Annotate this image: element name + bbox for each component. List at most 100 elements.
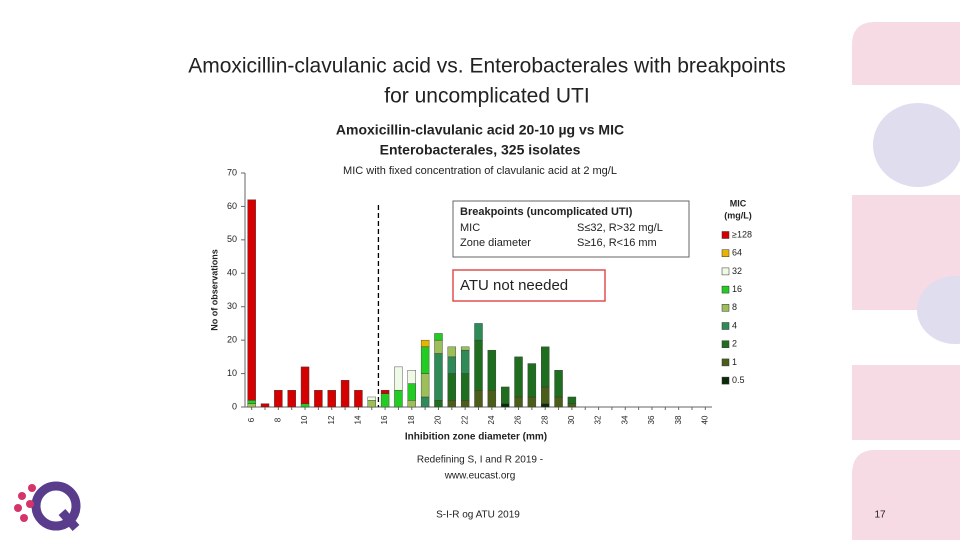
- annotation-frame: [452, 269, 606, 302]
- legend-label: 8: [732, 302, 737, 312]
- bar-segment: [327, 390, 336, 408]
- bar-segment: [420, 396, 430, 408]
- annotation-text: Zone diameter: [460, 237, 531, 249]
- source: www.eucast.org: [444, 471, 516, 482]
- bar-segment: [447, 356, 457, 374]
- legend-swatch: [721, 231, 730, 239]
- legend-swatch: [721, 249, 730, 257]
- legend-label: 16: [732, 284, 742, 294]
- annotation-title: Breakpoints (uncomplicated UTI): [460, 206, 633, 218]
- bar-segment: [474, 323, 483, 341]
- bar-segment: [567, 403, 577, 408]
- bar-segment: [434, 353, 443, 401]
- logo-dot: [18, 492, 26, 500]
- bar-segment: [514, 396, 523, 408]
- legend-label: 32: [732, 266, 742, 276]
- deco-pink: [852, 22, 960, 85]
- source: Redefining S, I and R 2019 -: [417, 455, 543, 466]
- bar-segment: [300, 403, 310, 408]
- x-axis-label: Inhibition zone diameter (mm): [405, 432, 547, 443]
- legend-label: ≥128: [732, 229, 752, 239]
- bar-segment: [247, 403, 256, 408]
- logo-ring: [31, 481, 81, 531]
- chart-subtitle: MIC with fixed concentration of clavulan…: [343, 165, 617, 177]
- bar-segment: [487, 349, 497, 391]
- bar-segment: [407, 370, 416, 384]
- bar-segment: [274, 390, 283, 408]
- bar-segment: [380, 393, 390, 408]
- y-tick-label: 0: [232, 401, 237, 411]
- legend-title: MIC: [730, 198, 747, 208]
- bar-segment: [541, 403, 550, 408]
- bar-segment: [380, 390, 390, 394]
- legend-swatch: [721, 322, 730, 330]
- chart-title: Amoxicillin-clavulanic acid 20-10 µg vs …: [336, 122, 624, 138]
- y-tick-label: 10: [227, 368, 237, 378]
- bar-segment: [567, 396, 577, 404]
- legend-swatch: [721, 358, 730, 367]
- bar-segment: [354, 390, 363, 408]
- annotation-frame: [452, 200, 690, 258]
- logo-tail: [58, 509, 80, 531]
- logo-dot: [20, 514, 28, 522]
- bar-segment: [474, 390, 483, 408]
- x-tick-label: 34: [620, 415, 629, 424]
- bar-segment: [474, 339, 483, 391]
- x-tick-label: 22: [460, 415, 469, 424]
- logo-dot: [26, 500, 34, 508]
- legend-label: 1: [732, 357, 737, 367]
- slide-title: for uncomplicated UTI: [384, 85, 589, 108]
- footer: S-I-R og ATU 2019: [436, 510, 520, 521]
- bar-segment: [300, 366, 310, 404]
- y-axis-label: No of observations: [209, 249, 219, 331]
- legend-label: 0.5: [732, 375, 745, 385]
- bar-segment: [514, 356, 523, 398]
- bar-segment: [541, 346, 550, 388]
- y-tick-label: 60: [227, 201, 237, 211]
- legend-swatch: [721, 285, 730, 294]
- x-tick-label: 24: [487, 415, 496, 424]
- bar-segment: [420, 339, 430, 348]
- bar-segment: [434, 333, 443, 341]
- x-tick-label: 40: [700, 415, 709, 424]
- x-tick-label: 26: [514, 415, 523, 424]
- legend-label: 2: [732, 339, 737, 349]
- x-tick-label: 10: [300, 415, 309, 424]
- bar-segment: [314, 390, 323, 408]
- legend-swatch: [721, 304, 730, 312]
- legend-swatch: [721, 340, 730, 348]
- bar-segment: [247, 400, 256, 404]
- bar-segment: [434, 339, 443, 354]
- x-tick-label: 30: [567, 415, 576, 424]
- bar-segment: [407, 383, 416, 401]
- bar-segment: [447, 373, 457, 401]
- annotation-text: S≤32, R>32 mg/L: [577, 222, 663, 234]
- annotation-text: MIC: [460, 222, 480, 234]
- legend-label: 4: [732, 320, 737, 330]
- bar-segment: [527, 363, 537, 398]
- bar-segment: [247, 199, 256, 401]
- bar-segment: [500, 386, 510, 404]
- y-tick-label: 50: [227, 234, 237, 244]
- bar-segment: [554, 396, 563, 408]
- legend-swatch: [721, 267, 730, 276]
- x-tick-label: 14: [354, 415, 363, 424]
- legend-label: 64: [732, 248, 742, 258]
- page-number: 17: [874, 510, 886, 521]
- logo-dot: [28, 484, 36, 492]
- bar-segment: [367, 400, 376, 408]
- y-tick-label: 40: [227, 268, 237, 278]
- deco-lavender: [917, 276, 960, 344]
- logo-dot: [14, 504, 22, 512]
- bar-segment: [487, 390, 497, 408]
- x-tick-label: 38: [674, 415, 683, 424]
- breakpoint-box: Breakpoints (uncomplicated UTI) MIC S≤32…: [452, 200, 690, 258]
- bar-segment: [527, 396, 537, 408]
- bar-segment: [541, 386, 550, 404]
- x-tick-label: 18: [407, 415, 416, 424]
- bar-segment: [394, 390, 403, 408]
- bar-segment: [500, 403, 510, 408]
- bar-segment: [420, 373, 430, 398]
- bar-segment: [394, 366, 403, 391]
